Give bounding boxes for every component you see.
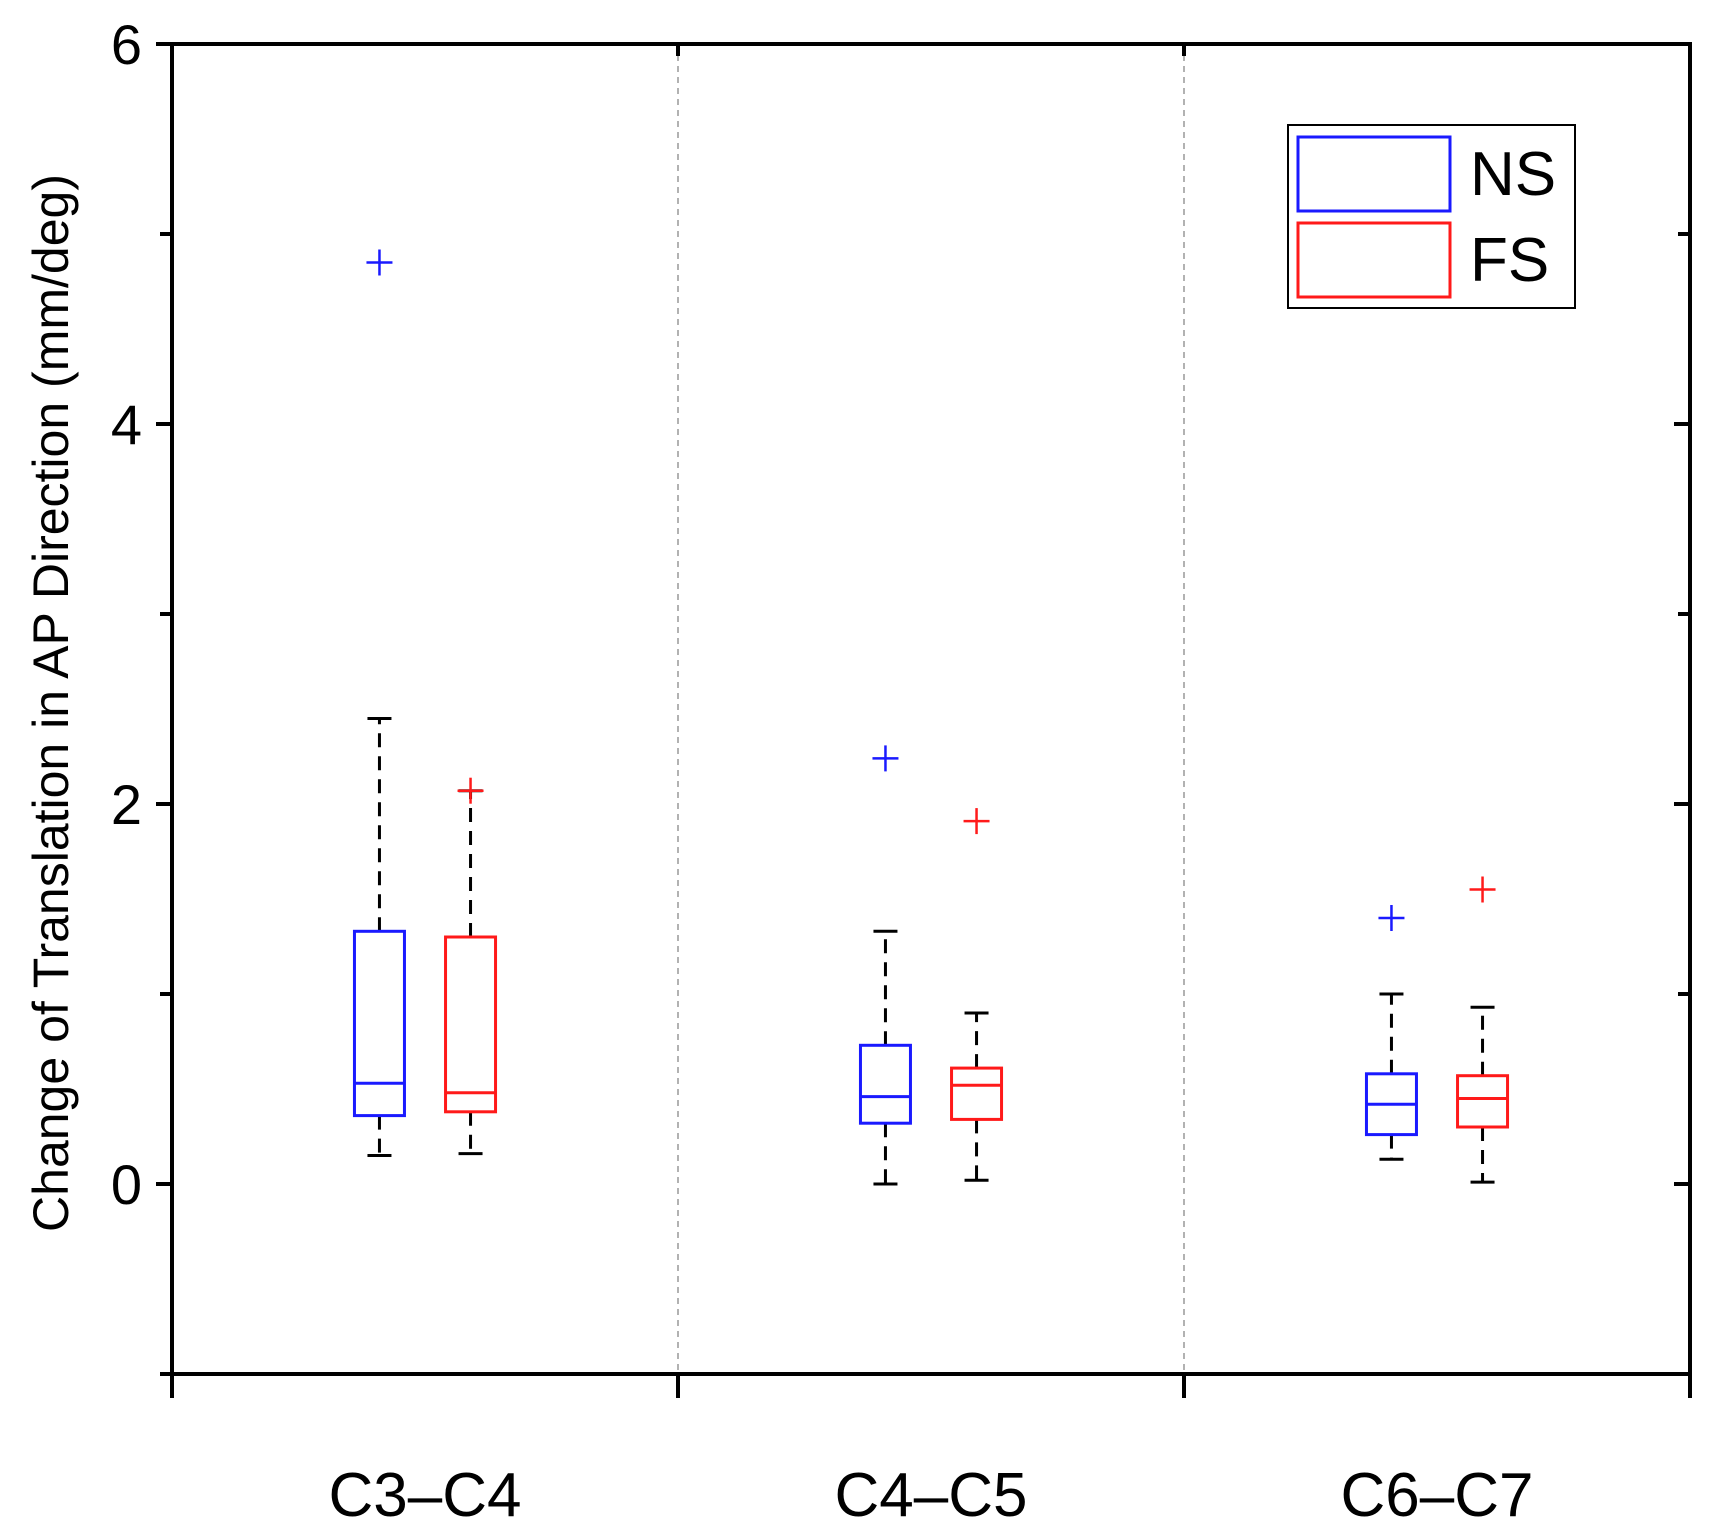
outlier-point bbox=[457, 777, 484, 804]
outlier-point bbox=[872, 745, 899, 772]
box-body bbox=[1456, 1074, 1510, 1129]
box-ns-1 bbox=[858, 745, 912, 1186]
legend-swatch-ns bbox=[1296, 135, 1452, 213]
box-body bbox=[950, 1066, 1004, 1121]
outlier-point bbox=[366, 249, 393, 276]
box-fs-1 bbox=[950, 808, 1004, 1182]
outlier-point bbox=[963, 808, 990, 835]
x-category-label: C6–C7 bbox=[1341, 1461, 1534, 1530]
plot-frame bbox=[170, 42, 1692, 1376]
y-tick-label: 0 bbox=[111, 1153, 142, 1216]
x-category-label: C3–C4 bbox=[329, 1461, 522, 1530]
legend-frame bbox=[1287, 124, 1576, 309]
box-plots bbox=[352, 249, 1510, 1186]
y-tick-label: 2 bbox=[111, 773, 142, 836]
legend-label-ns: NS bbox=[1470, 140, 1556, 209]
outlier-point bbox=[1378, 905, 1405, 931]
box-body bbox=[858, 1043, 912, 1125]
box-ns-2 bbox=[1364, 905, 1418, 1161]
box-fs-0 bbox=[444, 777, 498, 1156]
legend-swatch-fs bbox=[1296, 221, 1452, 299]
outlier-point bbox=[1469, 876, 1496, 903]
legend-label-fs: FS bbox=[1470, 226, 1549, 295]
box-ns-0 bbox=[352, 249, 406, 1157]
y-tick-label: 4 bbox=[111, 393, 142, 456]
legend: NS FS bbox=[1287, 124, 1576, 309]
axes: 0 2 4 6 C3–C4 C4–C5 C6–C7 bbox=[111, 13, 1692, 1530]
box-fs-2 bbox=[1456, 876, 1510, 1184]
x-category-label: C4–C5 bbox=[835, 1461, 1028, 1530]
y-tick-label: 6 bbox=[111, 13, 142, 76]
box-body bbox=[352, 929, 406, 1118]
box-body bbox=[444, 935, 498, 1114]
category-separators bbox=[677, 44, 1185, 1374]
y-axis-title: Change of Translation in AP Direction (m… bbox=[23, 174, 79, 1232]
